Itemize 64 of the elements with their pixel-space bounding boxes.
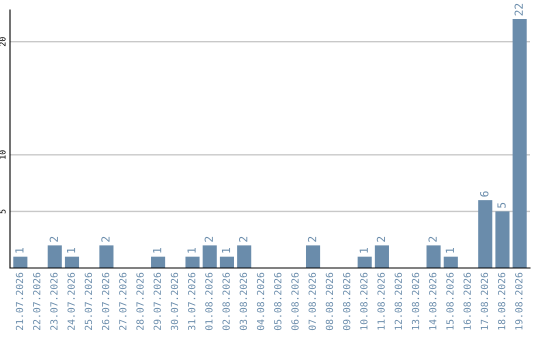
x-tick-label: 07.08.2026 (308, 272, 316, 330)
x-tick-label: 25.07.2026 (84, 272, 92, 330)
x-tick-label: 11.08.2026 (377, 272, 385, 330)
bar (48, 245, 62, 268)
x-tick-label: 23.07.2026 (50, 272, 58, 330)
x-tick-label: 17.08.2026 (480, 272, 488, 330)
bar (512, 19, 527, 268)
data-label: 1 (222, 248, 230, 253)
data-label: 22 (514, 4, 523, 16)
x-tick-label: 03.08.2026 (240, 272, 248, 330)
x-tick-label: 02.08.2026 (222, 272, 230, 330)
x-tick-label: 16.08.2026 (464, 272, 471, 330)
x-tick-label: 30.07.2026 (170, 272, 178, 330)
x-tick-label: 27.07.2026 (119, 272, 126, 330)
x-tick-label: 09.08.2026 (342, 272, 350, 330)
bar (495, 211, 510, 268)
x-tick-label: 26.07.2026 (102, 272, 110, 330)
data-label: 2 (376, 236, 386, 242)
bar (306, 245, 320, 268)
bar (185, 256, 200, 268)
data-label: 2 (101, 236, 110, 242)
data-label: 1 (66, 248, 76, 253)
bar (374, 245, 389, 268)
data-label: 1 (153, 248, 162, 253)
data-label: 2 (50, 236, 58, 242)
x-tick-label: 18.08.2026 (498, 272, 506, 330)
data-label: 2 (428, 236, 437, 242)
x-tick-label: 04.08.2026 (256, 272, 264, 330)
data-label: 1 (188, 248, 196, 253)
data-label: 2 (204, 236, 213, 242)
data-label: 1 (15, 248, 24, 253)
bar (99, 245, 114, 268)
bar (151, 256, 166, 268)
x-tick-label: 10.08.2026 (360, 272, 368, 330)
x-tick-label: 14.08.2026 (429, 272, 436, 330)
data-label: 6 (480, 191, 488, 197)
bar (444, 256, 458, 268)
data-label: 2 (239, 236, 248, 242)
bar (358, 256, 372, 268)
data-label: 1 (446, 248, 454, 253)
x-tick-label: 24.07.2026 (67, 272, 75, 330)
bar (426, 245, 441, 268)
bar (202, 245, 217, 268)
x-tick-label: 13.08.2026 (412, 272, 420, 330)
x-tick-label: 29.07.2026 (154, 272, 161, 330)
x-tick-label: 22.07.2026 (33, 272, 40, 330)
x-tick-label: 21.07.2026 (16, 272, 24, 330)
bar (220, 256, 234, 268)
x-tick-label: 31.07.2026 (188, 272, 196, 330)
x-tick-label: 15.08.2026 (446, 272, 454, 330)
data-label: 5 (497, 202, 506, 208)
bar (64, 256, 80, 268)
x-tick-label: 19.08.2026 (515, 272, 523, 330)
x-tick-label: 12.08.2026 (394, 272, 402, 330)
x-tick-label: 06.08.2026 (291, 272, 299, 330)
x-tick-label: 08.08.2026 (326, 272, 334, 330)
x-tick-label: 28.07.2026 (136, 272, 144, 330)
data-label: 2 (308, 236, 316, 242)
bar (478, 200, 492, 268)
bar (13, 256, 28, 268)
x-tick-label: 05.08.2026 (274, 272, 282, 330)
data-label: 1 (360, 248, 368, 253)
x-tick-label: 01.08.2026 (205, 272, 213, 330)
bar (237, 245, 252, 268)
